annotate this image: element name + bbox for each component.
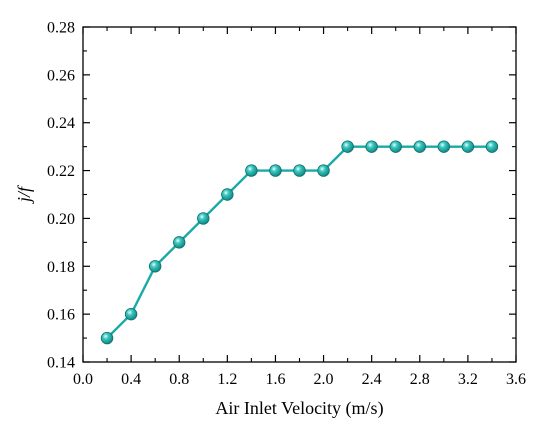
x-tick-label: 2.0 (314, 371, 334, 388)
y-tick-label: 0.24 (47, 115, 75, 132)
axis-ticks (82, 26, 517, 363)
data-point (413, 140, 426, 153)
data-point (341, 140, 354, 153)
data-point (485, 140, 499, 153)
x-tick-label: 3.6 (506, 371, 526, 388)
y-tick-label: 0.16 (47, 307, 75, 324)
data-point (317, 164, 330, 177)
tick-labels: 0.0 0.4 0.8 1.2 1.6 2.0 2.4 2.8 3.2 3.6 0.14 0.16 0.… (47, 20, 526, 389)
series-line-segment (130, 265, 157, 315)
data-point (365, 140, 378, 153)
y-tick-label: 0.22 (47, 163, 75, 180)
data-point (124, 307, 138, 321)
data-point (100, 331, 114, 345)
data-point (148, 260, 162, 273)
x-tick-label: 1.6 (265, 371, 285, 388)
y-tick-label: 0.18 (47, 259, 75, 276)
y-tick-label: 0.28 (47, 20, 75, 37)
y-axis-title: j/f (14, 184, 34, 204)
data-point (221, 188, 234, 201)
y-tick-label: 0.14 (47, 355, 75, 372)
x-tick-label: 2.8 (410, 371, 430, 388)
x-tick-label: 3.2 (458, 371, 478, 388)
data-point (173, 236, 186, 249)
data-point (197, 212, 210, 225)
x-tick-label: 0.8 (169, 371, 189, 388)
data-series (100, 140, 499, 345)
x-axis-title: Air Inlet Velocity (m/s) (215, 398, 383, 419)
data-point (269, 164, 282, 177)
x-tick-label: 2.4 (362, 371, 382, 388)
x-tick-label: 1.2 (217, 371, 237, 388)
data-point (293, 164, 306, 177)
data-point (389, 140, 402, 153)
x-tick-label: 0.0 (73, 371, 93, 388)
plot-frame (82, 26, 517, 363)
x-tick-label: 0.4 (121, 371, 141, 388)
data-point (437, 140, 451, 153)
data-point (461, 140, 475, 153)
y-tick-label: 0.20 (47, 211, 75, 228)
data-point (245, 164, 258, 177)
y-tick-label: 0.26 (47, 67, 75, 84)
